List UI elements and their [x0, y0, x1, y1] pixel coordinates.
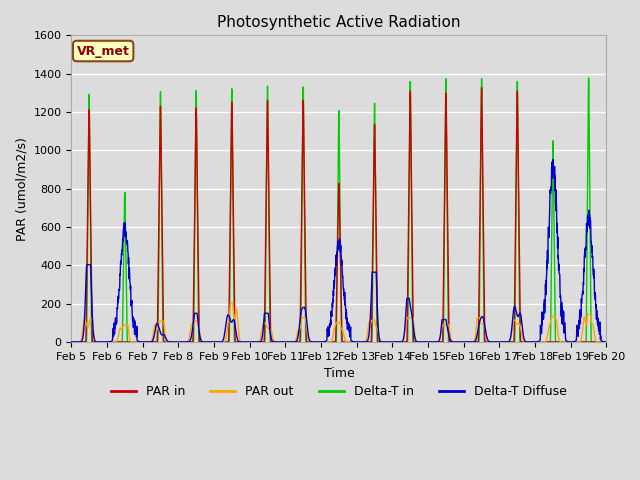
Y-axis label: PAR (umol/m2/s): PAR (umol/m2/s)	[15, 137, 28, 240]
Legend: PAR in, PAR out, Delta-T in, Delta-T Diffuse: PAR in, PAR out, Delta-T in, Delta-T Dif…	[106, 380, 572, 403]
Text: VR_met: VR_met	[77, 45, 130, 58]
Title: Photosynthetic Active Radiation: Photosynthetic Active Radiation	[217, 15, 461, 30]
X-axis label: Time: Time	[323, 367, 355, 380]
